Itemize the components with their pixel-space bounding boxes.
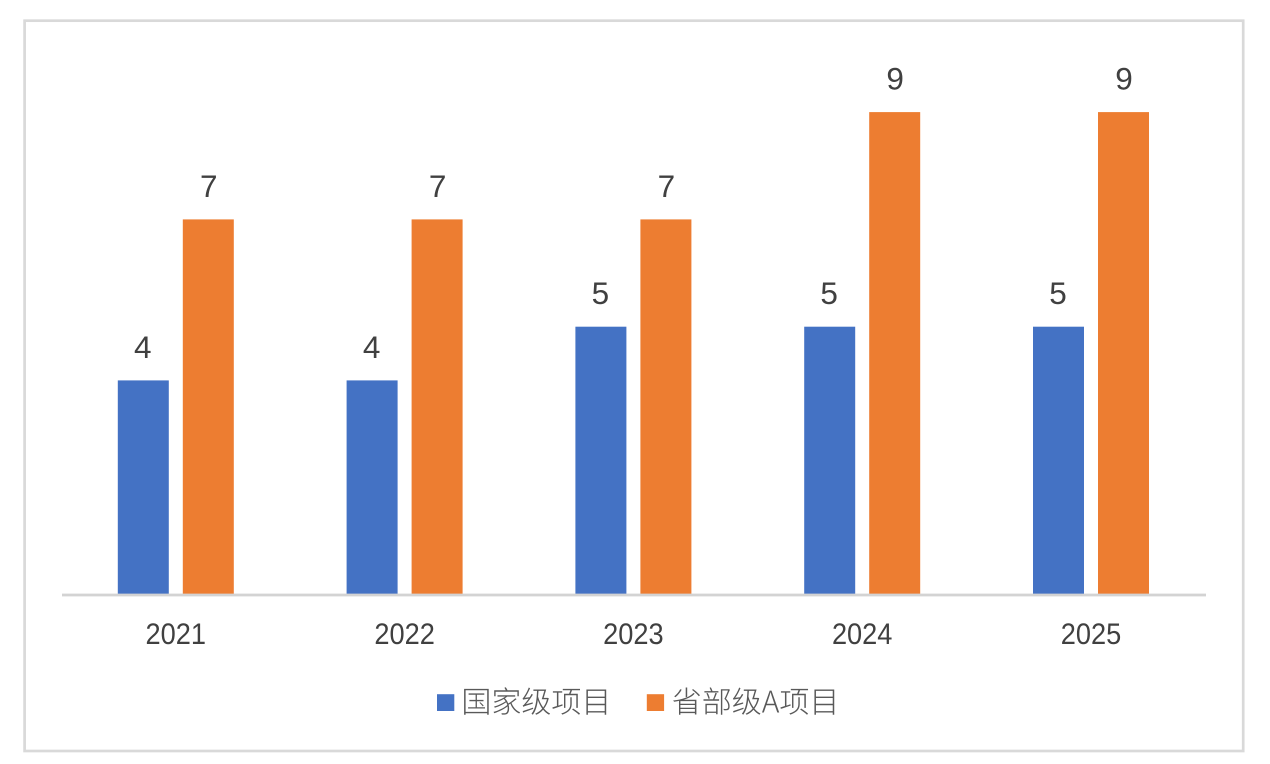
- svg-text:9: 9: [886, 61, 904, 97]
- svg-text:7: 7: [429, 168, 447, 204]
- svg-text:2024: 2024: [832, 618, 893, 651]
- svg-text:2023: 2023: [603, 618, 664, 651]
- svg-text:2025: 2025: [1061, 618, 1122, 651]
- svg-text:4: 4: [363, 329, 381, 365]
- svg-text:2021: 2021: [146, 618, 207, 651]
- svg-text:5: 5: [592, 275, 610, 311]
- svg-text:2022: 2022: [374, 618, 435, 651]
- svg-text:7: 7: [200, 168, 218, 204]
- svg-text:9: 9: [1115, 61, 1133, 97]
- svg-text:7: 7: [658, 168, 676, 204]
- svg-text:5: 5: [820, 275, 838, 311]
- svg-text:5: 5: [1049, 275, 1067, 311]
- svg-text:4: 4: [134, 329, 152, 365]
